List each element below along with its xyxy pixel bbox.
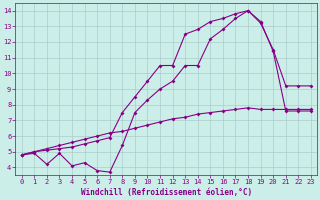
X-axis label: Windchill (Refroidissement éolien,°C): Windchill (Refroidissement éolien,°C) [81, 188, 252, 197]
